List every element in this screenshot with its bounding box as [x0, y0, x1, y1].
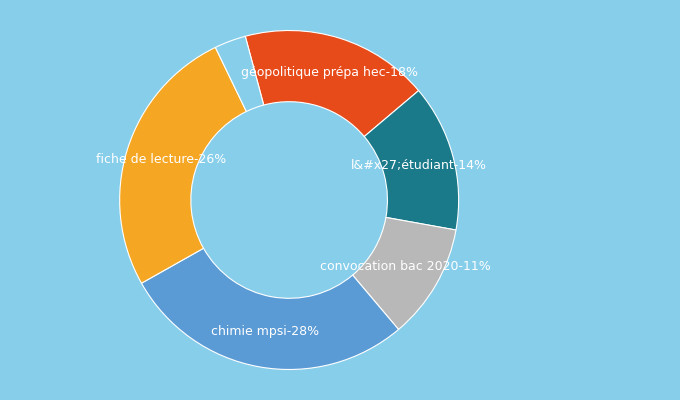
Wedge shape [141, 248, 398, 370]
Wedge shape [120, 48, 246, 283]
Wedge shape [353, 218, 456, 330]
Text: chimie mpsi-28%: chimie mpsi-28% [211, 325, 320, 338]
Wedge shape [245, 30, 419, 136]
Wedge shape [216, 36, 264, 112]
Text: géopolitique prépa hec-18%: géopolitique prépa hec-18% [241, 66, 418, 79]
Text: convocation bac 2020-11%: convocation bac 2020-11% [320, 260, 490, 274]
Wedge shape [364, 91, 458, 230]
Text: l&#x27;étudiant-14%: l&#x27;étudiant-14% [350, 159, 486, 172]
Text: fiche de lecture-26%: fiche de lecture-26% [97, 154, 226, 166]
